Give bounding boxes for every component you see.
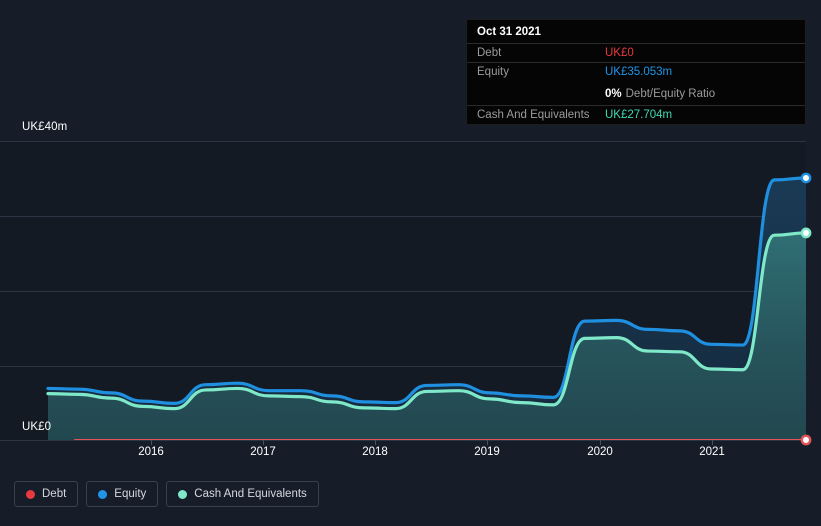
x-tick-label-2017: 2017 <box>250 446 276 458</box>
y-axis-top-label: UK£40m <box>22 121 68 133</box>
cash-end-marker <box>800 227 812 239</box>
legend-item-cash-and-equivalents[interactable]: Cash And Equivalents <box>166 481 319 507</box>
gridline-20m <box>0 291 806 292</box>
equity-line <box>46 176 806 405</box>
x-tick-label-2018: 2018 <box>362 446 388 458</box>
legend-dot-icon <box>26 489 35 499</box>
cash-line <box>46 231 806 411</box>
gridline-30m <box>0 216 806 217</box>
tooltip-value-debt: UK£0 <box>605 47 634 59</box>
tooltip-key-debt: Debt <box>477 47 502 59</box>
tooltip-row-ratio: 0% Debt/Equity Ratio <box>467 81 805 105</box>
legend-dot-icon <box>178 489 188 499</box>
x-tick-label-2020: 2020 <box>587 446 613 458</box>
tooltip-row-cash: Cash And Equivalents UK£27.704m <box>467 105 805 124</box>
tooltip-ratio-value: 0% <box>605 88 622 100</box>
x-tick-mark-2019 <box>487 440 488 445</box>
chart-tooltip: Oct 31 2021 Debt UK£0 Equity UK£35.053m … <box>466 19 806 125</box>
x-tick-mark-2021 <box>712 440 713 445</box>
tooltip-date: Oct 31 2021 <box>477 26 541 38</box>
gridline-10m <box>0 366 806 367</box>
y-axis-bottom-label: UK£0 <box>22 421 52 433</box>
tooltip-key-equity: Equity <box>477 66 509 78</box>
x-tick-label-2016: 2016 <box>138 446 164 458</box>
tooltip-ratio-group: 0% Debt/Equity Ratio <box>605 84 715 102</box>
tooltip-row-debt: Debt UK£0 <box>467 43 805 62</box>
legend-label: Debt <box>42 488 67 500</box>
end-point-markers <box>800 172 812 446</box>
gridline-0 <box>0 440 806 441</box>
legend-label: Equity <box>114 488 147 500</box>
tooltip-value-equity: UK£35.053m <box>605 66 673 78</box>
legend-label: Cash And Equivalents <box>194 488 307 500</box>
tooltip-value-cash: UK£27.704m <box>605 109 673 121</box>
x-tick-mark-2020 <box>600 440 601 445</box>
legend-item-equity[interactable]: Equity <box>86 481 159 507</box>
x-tick-mark-2018 <box>375 440 376 445</box>
cash-area <box>48 232 806 440</box>
x-tick-mark-2016 <box>151 440 152 445</box>
x-tick-mark-2017 <box>263 440 264 445</box>
tooltip-row-equity: Equity UK£35.053m <box>467 62 805 81</box>
legend-dot-icon <box>98 489 108 499</box>
chart-legend: Debt Equity Cash And Equivalents <box>14 481 319 507</box>
tooltip-ratio-label: Debt/Equity Ratio <box>625 88 716 100</box>
debt-end-marker <box>800 434 812 446</box>
legend-item-debt[interactable]: Debt <box>14 481 79 507</box>
gridline-40m <box>0 141 806 142</box>
equity-end-marker <box>800 172 812 184</box>
tooltip-key-cash: Cash And Equivalents <box>477 109 590 121</box>
x-tick-label-2019: 2019 <box>474 446 500 458</box>
x-tick-label-2021: 2021 <box>699 446 725 458</box>
